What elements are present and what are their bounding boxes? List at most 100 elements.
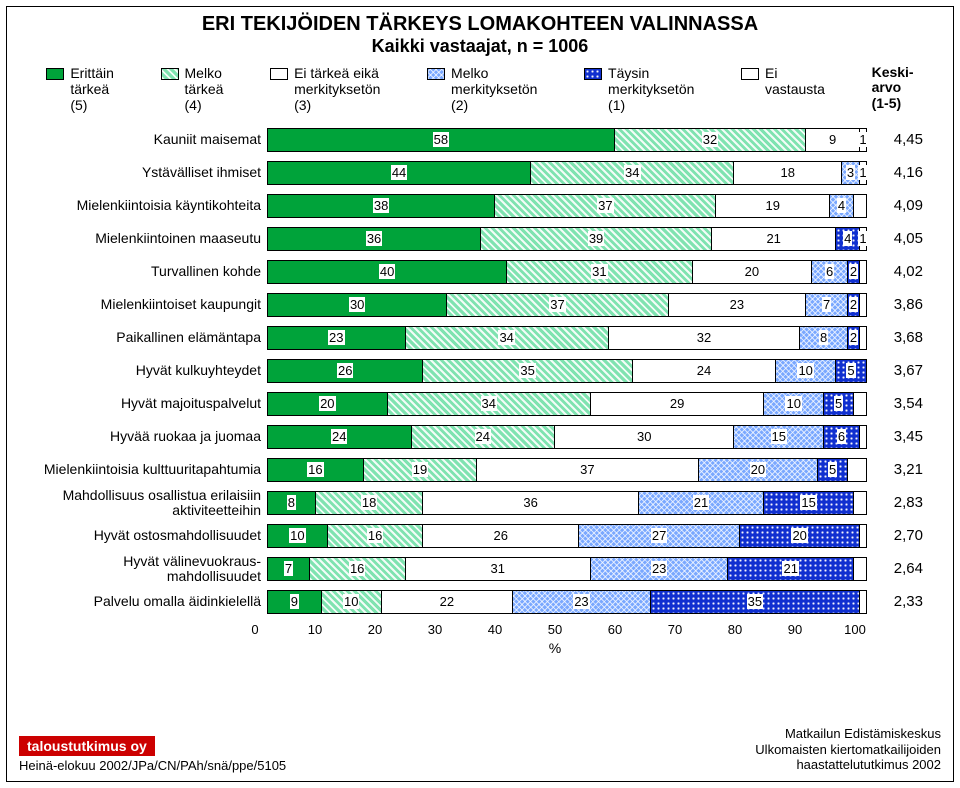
segment-value: 7: [822, 297, 831, 312]
legend-swatch: [741, 68, 759, 80]
segment-value: 23: [729, 297, 745, 312]
bar-segment: 21: [728, 558, 854, 580]
chart-row: Palvelu omalla äidinkielellä9102223352,3…: [19, 585, 941, 618]
chart-row: Hyvät kulkuyhteydet2635241053,67: [19, 354, 941, 387]
segment-value: 20: [750, 462, 766, 477]
row-mean: 4,45: [867, 131, 927, 148]
segment-value: 23: [573, 594, 589, 609]
segment-value: 19: [765, 198, 781, 213]
bar-segment: 18: [316, 492, 424, 514]
segment-value: 8: [819, 330, 828, 345]
bar-segment: 37: [447, 294, 668, 316]
axis-tick: 100: [844, 622, 866, 637]
row-mean: 3,86: [867, 296, 927, 313]
segment-value: 1: [858, 231, 867, 246]
bar-segment: 23: [268, 327, 406, 349]
segment-value: 23: [328, 330, 344, 345]
row-mean: 2,33: [867, 593, 927, 610]
segment-value: 1: [858, 165, 867, 180]
segment-value: 23: [651, 561, 667, 576]
bar-segment: [860, 327, 866, 349]
segment-value: 36: [366, 231, 382, 246]
segment-value: 20: [744, 264, 760, 279]
bar-segment: [860, 261, 866, 283]
segment-value: 16: [307, 462, 323, 477]
axis-tick: 60: [608, 622, 622, 637]
row-label: Ystävälliset ihmiset: [19, 165, 267, 180]
bar-segment: 20: [693, 261, 813, 283]
row-label: Hyvät majoituspalvelut: [19, 396, 267, 411]
bar-segment: 6: [812, 261, 848, 283]
segment-value: 20: [791, 528, 807, 543]
bar-segment: 16: [268, 459, 364, 481]
bar-segment: 10: [268, 525, 328, 547]
bar-segment: [860, 525, 866, 547]
segment-value: 15: [771, 429, 787, 444]
segment-value: 34: [498, 330, 514, 345]
chart-subtitle: Kaikki vastaajat, n = 1006: [7, 36, 953, 57]
row-mean: 3,68: [867, 329, 927, 346]
footer-right: Matkailun Edistämiskeskus Ulkomaisten ki…: [755, 726, 941, 773]
chart-title: ERI TEKIJÖIDEN TÄRKEYS LOMAKOHTEEN VALIN…: [7, 13, 953, 36]
legend-label: Erittäintärkeä(5): [70, 65, 114, 113]
bar-segment: 5: [836, 360, 866, 382]
bar-segment: [854, 558, 866, 580]
segment-value: 40: [379, 264, 395, 279]
segment-value: 9: [290, 594, 299, 609]
row-label: Hyvät ostosmahdollisuudet: [19, 528, 267, 543]
bar-segment: [860, 426, 866, 448]
footer-left: taloustutkimus oy Heinä-elokuu 2002/JPa/…: [19, 736, 286, 773]
segment-value: 10: [785, 396, 801, 411]
row-mean: 4,05: [867, 230, 927, 247]
chart-row: Ystävälliset ihmiset443418314,16: [19, 156, 941, 189]
bar-segment: 20: [699, 459, 819, 481]
footer-right-3: haastattelututkimus 2002: [755, 757, 941, 773]
segment-value: 37: [579, 462, 595, 477]
segment-value: 35: [747, 594, 763, 609]
bar-segment: 27: [579, 525, 740, 547]
legend-item: Ei tärkeä eikämerkityksetön(3): [270, 65, 380, 113]
chart-row: Mielenkiintoinen maaseutu363921414,05: [19, 222, 941, 255]
chart-row: Paikallinen elämäntapa233432823,68: [19, 321, 941, 354]
segment-value: 32: [702, 132, 718, 147]
segment-value: 16: [367, 528, 383, 543]
axis-tick: 90: [788, 622, 802, 637]
bar-segment: 35: [423, 360, 632, 382]
segment-value: 21: [765, 231, 781, 246]
stacked-bar: 203429105: [267, 392, 867, 416]
bar-segment: 3: [842, 162, 860, 184]
axis-tick: 80: [728, 622, 742, 637]
title-block: ERI TEKIJÖIDEN TÄRKEYS LOMAKOHTEEN VALIN…: [7, 7, 953, 61]
axis-label: %: [549, 640, 561, 656]
bar-segment: 16: [310, 558, 406, 580]
bar-segment: 40: [268, 261, 507, 283]
row-label: Mielenkiintoisia kulttuuritapahtumia: [19, 462, 267, 477]
row-mean: 3,21: [867, 461, 927, 478]
row-mean: 3,45: [867, 428, 927, 445]
segment-value: 6: [837, 429, 846, 444]
row-mean: 2,70: [867, 527, 927, 544]
bar-segment: 5: [818, 459, 848, 481]
legend-label: Täysinmerkityksetön(1): [608, 65, 694, 113]
stacked-bar: 242430156: [267, 425, 867, 449]
stacked-bar: 23343282: [267, 326, 867, 350]
bar-segment: 4: [830, 195, 854, 217]
legend-swatch: [427, 68, 445, 80]
bar-segment: 30: [555, 426, 734, 448]
bar-segment: 10: [764, 393, 824, 415]
segment-value: 58: [433, 132, 449, 147]
axis-tick: 70: [668, 622, 682, 637]
legend-swatch: [46, 68, 64, 80]
bar-segment: 19: [716, 195, 830, 217]
bar-segment: 7: [268, 558, 310, 580]
segment-value: 18: [780, 165, 796, 180]
stacked-bar: 36392141: [267, 227, 867, 251]
legend-label: Ei tärkeä eikämerkityksetön(3): [294, 65, 380, 113]
bar-segment: 29: [591, 393, 764, 415]
bar-segment: [860, 294, 866, 316]
bar-segment: 34: [531, 162, 734, 184]
chart-row: Mahdollisuus osallistua erilaisiinaktivi…: [19, 486, 941, 519]
row-mean: 3,54: [867, 395, 927, 412]
bar-segment: 32: [615, 129, 806, 151]
bar-segment: 20: [740, 525, 860, 547]
